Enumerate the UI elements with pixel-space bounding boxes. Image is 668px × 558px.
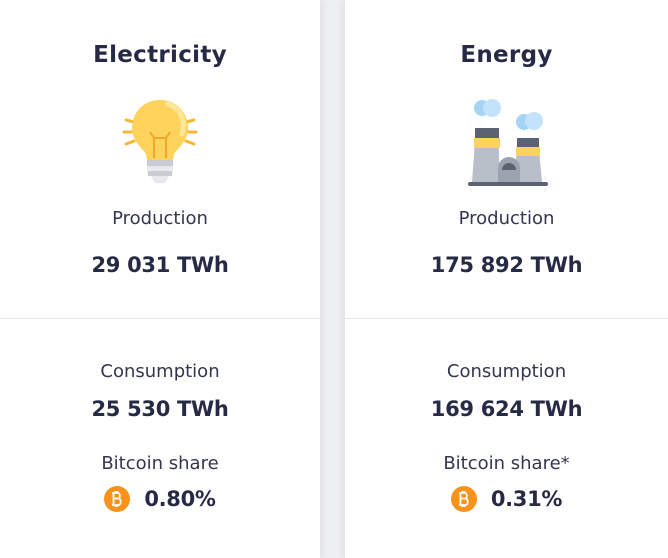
plant-icon bbox=[467, 99, 548, 186]
production-label: Production bbox=[458, 208, 555, 229]
card: Energy Production 175 892 TWh Consumption 1… bbox=[345, 0, 668, 558]
icon bbox=[462, 96, 552, 192]
share-row: 0.31% bbox=[345, 486, 668, 512]
card-title: Energy bbox=[460, 42, 553, 68]
share-label: Bitcoin share bbox=[101, 453, 219, 474]
consumption-value: 169 624 TWh bbox=[430, 397, 583, 421]
consumption-label: Consumption bbox=[100, 361, 220, 382]
production-value: 175 892 TWh bbox=[430, 253, 583, 277]
divider bbox=[345, 318, 668, 319]
card-title: Electricity bbox=[93, 42, 227, 68]
share-value: 0.80% bbox=[144, 487, 216, 511]
share-row: 0.80% bbox=[0, 486, 320, 512]
card: Electricity Production 29 031 TWh Consumpt… bbox=[0, 0, 320, 558]
bitcoin-icon bbox=[450, 486, 477, 512]
share-value: 0.31% bbox=[490, 487, 563, 511]
consumption-label: Consumption bbox=[446, 361, 567, 382]
divider bbox=[0, 318, 320, 319]
bulb-icon bbox=[122, 100, 198, 183]
production-label: Production bbox=[112, 208, 208, 229]
production-value: 29 031 TWh bbox=[91, 253, 229, 277]
bitcoin-badge bbox=[104, 486, 131, 512]
bitcoin-badge bbox=[450, 486, 477, 512]
bitcoin-icon bbox=[104, 486, 131, 512]
consumption-value: 25 530 TWh bbox=[91, 397, 229, 421]
share-label: Bitcoin share* bbox=[443, 453, 570, 474]
icon bbox=[120, 96, 200, 192]
